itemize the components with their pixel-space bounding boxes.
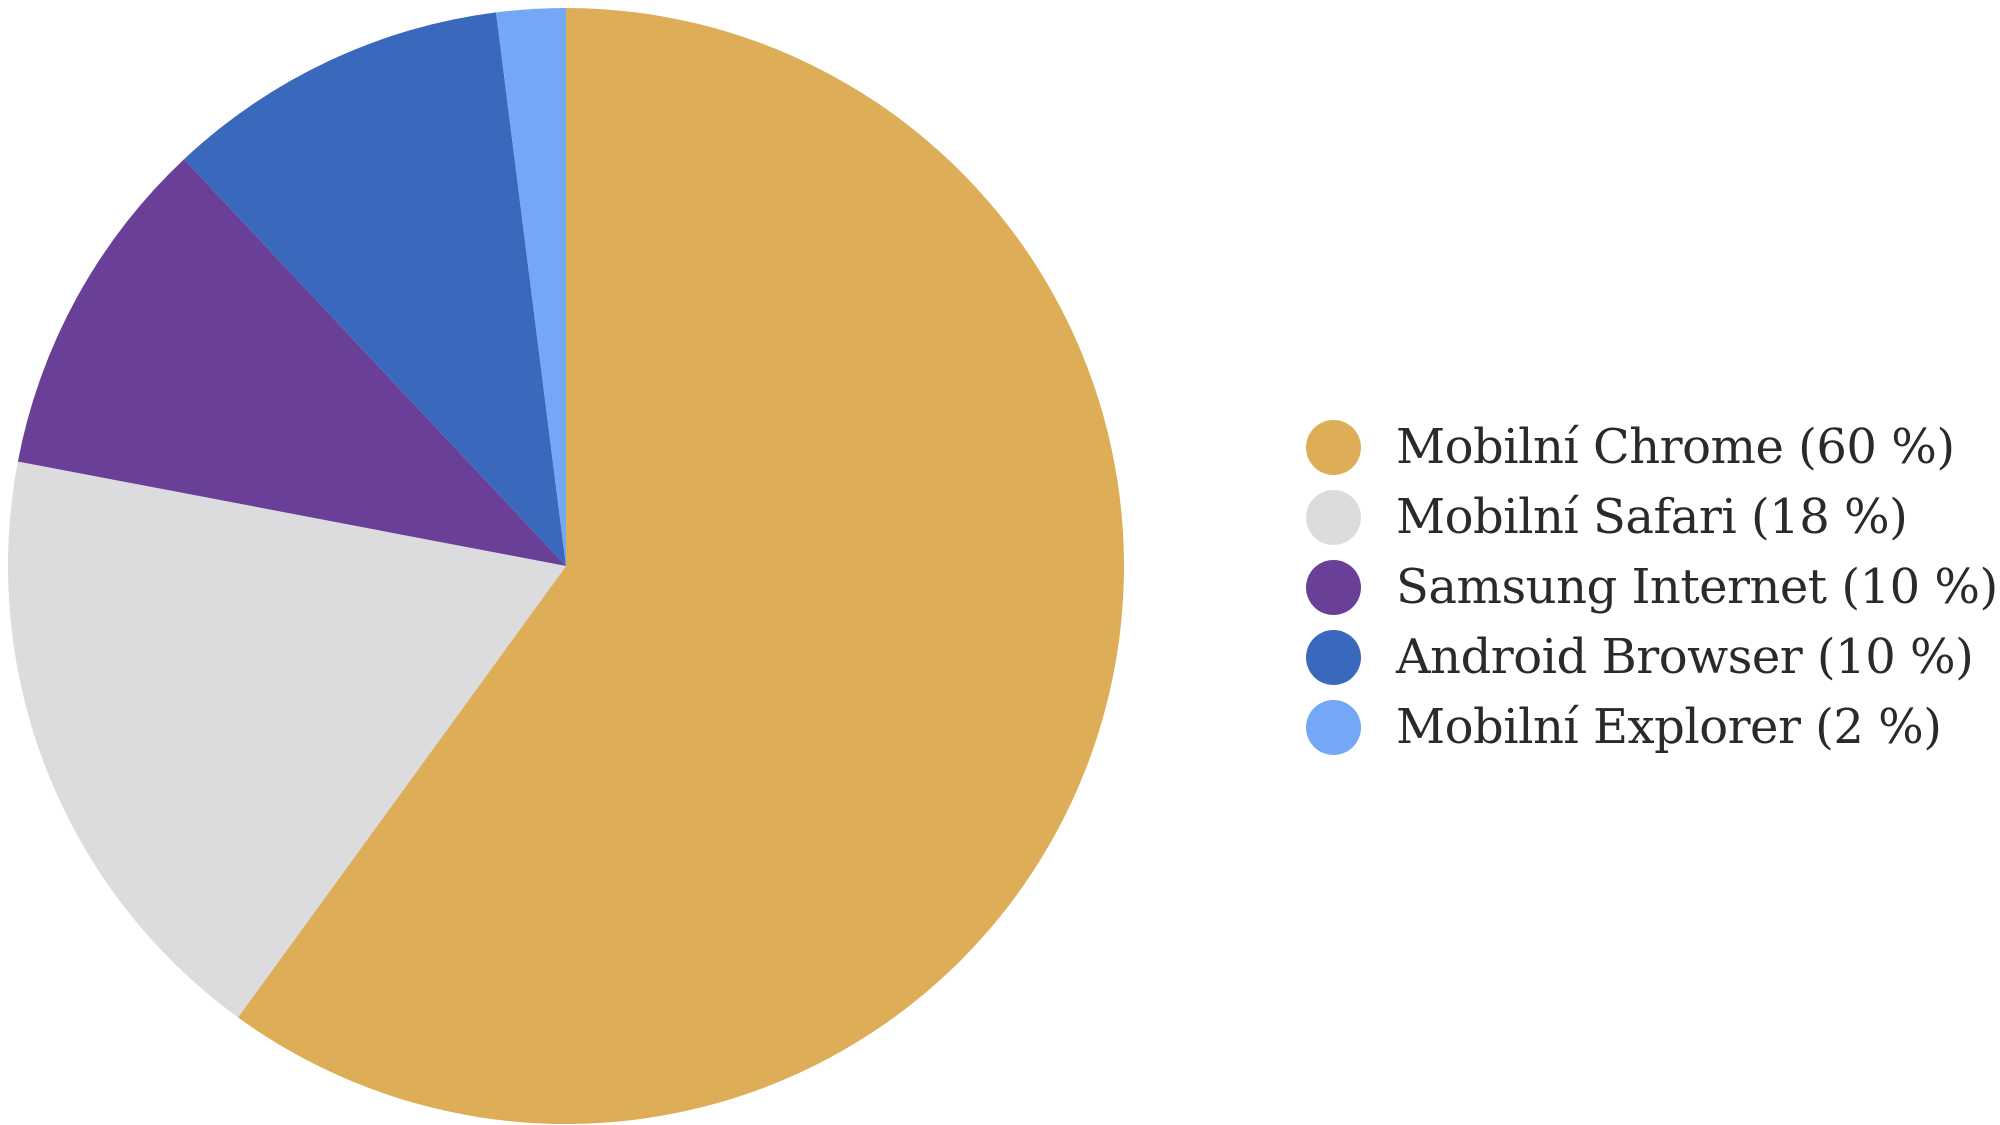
legend-item: Android Browser (10 %) — [1306, 622, 1998, 692]
pie-slice-0 — [238, 8, 1125, 1124]
legend-label: Samsung Internet (10 %) — [1396, 559, 1998, 615]
legend-swatch — [1306, 699, 1361, 755]
legend-item: Mobilní Chrome (60 %) — [1306, 412, 1998, 482]
chart-legend: Mobilní Chrome (60 %) Mobilní Safari (18 … — [1306, 412, 1998, 762]
pie-slice-2 — [17, 159, 566, 567]
legend-label: Android Browser (10 %) — [1396, 629, 1974, 685]
legend-item: Mobilní Safari (18 %) — [1306, 482, 1998, 552]
pie-chart — [7, 8, 1125, 1124]
pie-slice-3 — [184, 12, 566, 566]
legend-label: Mobilní Chrome (60 %) — [1396, 419, 1955, 475]
legend-label: Mobilní Explorer (2 %) — [1396, 699, 1942, 755]
pie-slice-4 — [496, 8, 566, 566]
legend-item: Samsung Internet (10 %) — [1306, 552, 1998, 622]
legend-swatch — [1306, 489, 1361, 545]
legend-item: Mobilní Explorer (2 %) — [1306, 692, 1998, 762]
legend-swatch — [1306, 419, 1361, 475]
legend-swatch — [1306, 559, 1361, 615]
legend-label: Mobilní Safari (18 %) — [1396, 489, 1908, 545]
legend-swatch — [1306, 629, 1361, 685]
pie-slice-1 — [7, 461, 566, 1018]
